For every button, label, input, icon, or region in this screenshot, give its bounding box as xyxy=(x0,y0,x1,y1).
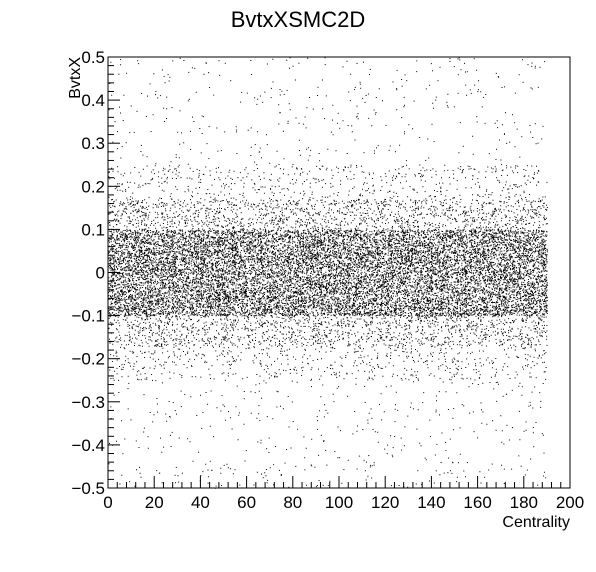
x-tick-label: 120 xyxy=(371,493,399,512)
y-tick-label: −0.2 xyxy=(71,350,105,369)
y-axis-title: BvtxX xyxy=(67,57,84,99)
x-tick-label: 20 xyxy=(145,493,164,512)
y-tick-label: 0.5 xyxy=(81,48,105,67)
x-tick-label: 100 xyxy=(325,493,353,512)
x-tick-label: 200 xyxy=(556,493,584,512)
y-tick-label: 0 xyxy=(96,264,105,283)
y-tick-label: 0.4 xyxy=(81,91,105,110)
x-tick-label: 80 xyxy=(283,493,302,512)
scatter-points xyxy=(108,57,548,489)
x-tick-label: 160 xyxy=(463,493,491,512)
x-axis: 0 20 40 60 80 100 120 140 160 180 200 xyxy=(103,476,584,512)
scatter-point-cloud xyxy=(108,57,548,489)
y-tick-label: −0.5 xyxy=(71,479,105,498)
x-tick-label: 40 xyxy=(191,493,210,512)
x-tick-label: 180 xyxy=(510,493,538,512)
y-tick-label: −0.1 xyxy=(71,307,105,326)
y-tick-label: −0.3 xyxy=(71,393,105,412)
y-tick-label: −0.4 xyxy=(71,436,105,455)
y-tick-label: 0.2 xyxy=(81,177,105,196)
x-axis-title: Centrality xyxy=(502,514,570,531)
x-tick-label: 60 xyxy=(237,493,256,512)
x-tick-label: 0 xyxy=(103,493,112,512)
y-axis: −0.5 −0.4 −0.3 −0.2 −0.1 0 0.1 0.2 0.3 0.4 0.5 xyxy=(71,48,120,498)
chart-title: BvtxXSMC2D xyxy=(231,7,365,32)
x-tick-label: 140 xyxy=(417,493,445,512)
y-tick-label: 0.3 xyxy=(81,134,105,153)
y-tick-label: 0.1 xyxy=(81,220,105,239)
